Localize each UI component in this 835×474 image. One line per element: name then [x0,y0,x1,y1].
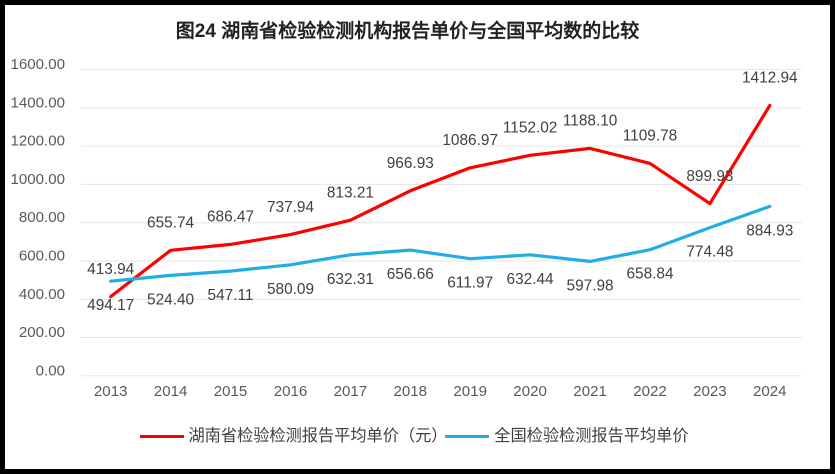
svg-text:1109.78: 1109.78 [623,128,678,145]
svg-text:632.44: 632.44 [507,271,555,288]
svg-text:966.93: 966.93 [387,155,434,172]
svg-text:813.21: 813.21 [327,184,374,201]
svg-text:547.11: 547.11 [208,287,254,304]
svg-text:774.48: 774.48 [686,244,733,261]
svg-text:737.94: 737.94 [267,199,315,216]
svg-text:200.00: 200.00 [19,324,65,341]
svg-text:2015: 2015 [214,383,248,400]
svg-text:2013: 2013 [94,383,128,400]
svg-text:658.84: 658.84 [626,266,674,283]
svg-text:632.31: 632.31 [327,271,374,288]
svg-text:580.09: 580.09 [267,281,314,298]
svg-text:611.97: 611.97 [447,275,493,292]
svg-text:597.98: 597.98 [567,277,614,294]
svg-text:2024: 2024 [753,383,787,400]
svg-text:2022: 2022 [633,383,667,400]
svg-text:2018: 2018 [394,383,428,400]
svg-text:655.74: 655.74 [147,215,195,232]
svg-text:884.93: 884.93 [746,222,793,239]
svg-text:656.66: 656.66 [387,266,434,283]
svg-text:899.93: 899.93 [686,168,733,185]
svg-text:2019: 2019 [453,383,487,400]
svg-text:2023: 2023 [693,383,727,400]
svg-text:413.94: 413.94 [87,261,135,278]
svg-text:600.00: 600.00 [19,248,65,265]
svg-text:1200.00: 1200.00 [10,133,65,150]
svg-text:2016: 2016 [274,383,308,400]
svg-text:1000.00: 1000.00 [10,171,65,188]
svg-text:2021: 2021 [573,383,607,400]
svg-text:0.00: 0.00 [36,362,65,379]
svg-text:524.40: 524.40 [147,291,194,308]
svg-text:1152.02: 1152.02 [503,120,558,137]
svg-text:1600.00: 1600.00 [10,56,65,73]
svg-text:400.00: 400.00 [19,286,65,303]
svg-text:686.47: 686.47 [207,209,254,226]
svg-text:2020: 2020 [513,383,547,400]
svg-text:1188.10: 1188.10 [563,113,618,130]
svg-text:2014: 2014 [154,383,188,400]
svg-text:2017: 2017 [334,383,368,400]
svg-text:1412.94: 1412.94 [742,70,798,87]
svg-text:1400.00: 1400.00 [10,94,65,111]
svg-text:800.00: 800.00 [19,209,65,226]
svg-text:494.17: 494.17 [87,297,134,314]
svg-text:1086.97: 1086.97 [442,132,498,149]
